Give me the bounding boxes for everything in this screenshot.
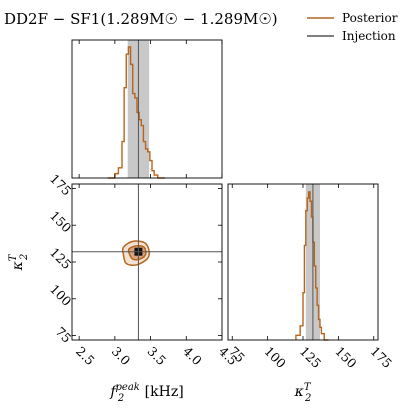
x-tick-label: 175 bbox=[368, 344, 395, 371]
histogram-f2peak bbox=[71, 39, 223, 179]
xlabel-kappa2T: κT 2 bbox=[294, 382, 312, 404]
y-tick-label: 150 bbox=[47, 208, 75, 236]
x-tick-label: 125 bbox=[297, 344, 324, 371]
x-tick-label: 3.5 bbox=[144, 344, 169, 369]
xlabel-f2peak: fpeak 2 [kHz] bbox=[109, 382, 183, 404]
legend-injection-label: Injection bbox=[342, 29, 396, 43]
posterior-histogram bbox=[295, 191, 329, 341]
ylabel-kappa2T: κT2 bbox=[8, 253, 30, 271]
panel-frame bbox=[71, 39, 223, 179]
x-tick-label: 3.0 bbox=[109, 344, 134, 369]
y-axis-labels: κT2 bbox=[8, 253, 30, 271]
legend-posterior-label: Posterior bbox=[342, 11, 398, 25]
y-tick-label: 125 bbox=[47, 245, 74, 272]
y-tick-label: 75 bbox=[53, 324, 75, 346]
x-tick-label: 4.0 bbox=[180, 344, 205, 369]
x-tick-label: 150 bbox=[332, 344, 360, 372]
posterior-histogram bbox=[107, 46, 165, 179]
x-tick-label: 100 bbox=[262, 344, 290, 372]
x-tick-label: 2.5 bbox=[73, 344, 98, 369]
y-tick-label: 175 bbox=[47, 171, 74, 198]
legend: Posterior Injection bbox=[307, 11, 398, 43]
x-axis-labels: fpeak 2 [kHz] κT 2 bbox=[109, 382, 312, 404]
y-tick-label: 100 bbox=[47, 281, 75, 309]
chart-title: DD2F − SF1(1.289M☉ − 1.289M☉) bbox=[4, 10, 278, 28]
histogram-kappa2T: 75 100 125 150 175 bbox=[226, 183, 395, 372]
panel-frame bbox=[71, 183, 223, 341]
